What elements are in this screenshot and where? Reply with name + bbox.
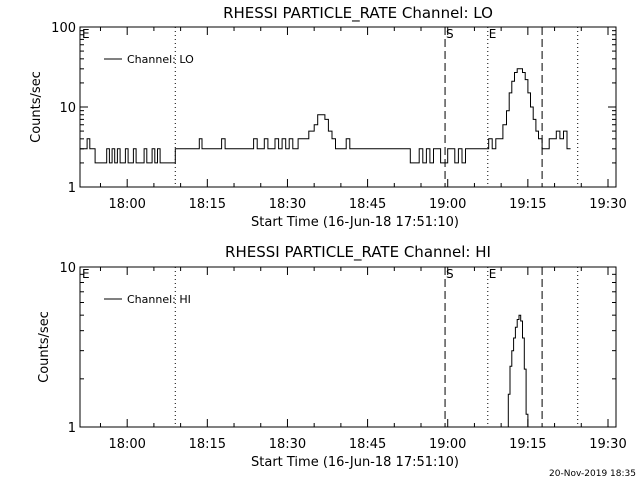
x-tick-label: 18:30 <box>269 197 306 212</box>
x-tick-label: 19:30 <box>589 437 626 452</box>
x-tick-label: 18:00 <box>108 197 145 212</box>
y-axis: 1 10 100 Counts/sec <box>29 21 616 196</box>
plot-frame <box>79 266 617 428</box>
x-axis-label: Start Time (16-Jun-18 17:51:10) <box>251 215 459 230</box>
time-markers: S EE <box>82 27 579 187</box>
x-tick-label: 18:45 <box>349 197 386 212</box>
legend: Channel: LO <box>104 53 194 66</box>
time-marker-label: E <box>489 27 497 41</box>
y-tick-label: 10 <box>59 101 76 116</box>
series-line <box>80 68 571 164</box>
y-tick-label: 1 <box>68 421 76 436</box>
time-marker-label: E <box>489 267 497 281</box>
x-tick-label: 18:15 <box>189 197 226 212</box>
x-tick-label: 18:30 <box>269 437 306 452</box>
series-line <box>506 314 529 427</box>
x-axis: 18:00 18:15 18:30 18:45 19:00 19:15 19:30 Start… <box>99 267 627 470</box>
y-axis-label: Counts/sec <box>37 311 52 383</box>
x-axis: 18:00 18:15 18:30 18:45 19:00 19:15 19:30 Start… <box>99 27 627 230</box>
start-marker-label: E <box>82 267 90 281</box>
x-tick-label: 18:00 <box>108 437 145 452</box>
y-tick-label: 100 <box>51 21 76 36</box>
start-marker-label: E <box>82 27 90 41</box>
chart-title: RHESSI PARTICLE_RATE Channel: HI <box>225 243 491 262</box>
x-tick-label: 19:00 <box>429 197 466 212</box>
x-tick-label: 18:15 <box>189 437 226 452</box>
time-marker-label: S <box>446 27 454 41</box>
footer-timestamp: 20-Nov-2019 18:35 <box>549 469 636 479</box>
y-tick-label: 1 <box>68 181 76 196</box>
y-axis-label: Counts/sec <box>29 71 44 143</box>
y-tick-label: 10 <box>59 261 76 276</box>
x-tick-label: 19:00 <box>429 437 466 452</box>
time-markers: S EE <box>82 267 579 427</box>
time-marker-label: S <box>446 267 454 281</box>
x-tick-label: 19:15 <box>509 197 546 212</box>
y-axis: 1 10 Counts/sec <box>37 261 616 436</box>
x-tick-label: 19:30 <box>589 197 626 212</box>
chart-title: RHESSI PARTICLE_RATE Channel: LO <box>223 4 493 23</box>
x-tick-label: 18:45 <box>349 437 386 452</box>
x-axis-label: Start Time (16-Jun-18 17:51:10) <box>251 455 459 470</box>
legend-label: Channel: HI <box>127 293 191 306</box>
legend-label: Channel: LO <box>127 53 194 66</box>
legend: Channel: HI <box>104 293 191 306</box>
x-tick-label: 19:15 <box>509 437 546 452</box>
